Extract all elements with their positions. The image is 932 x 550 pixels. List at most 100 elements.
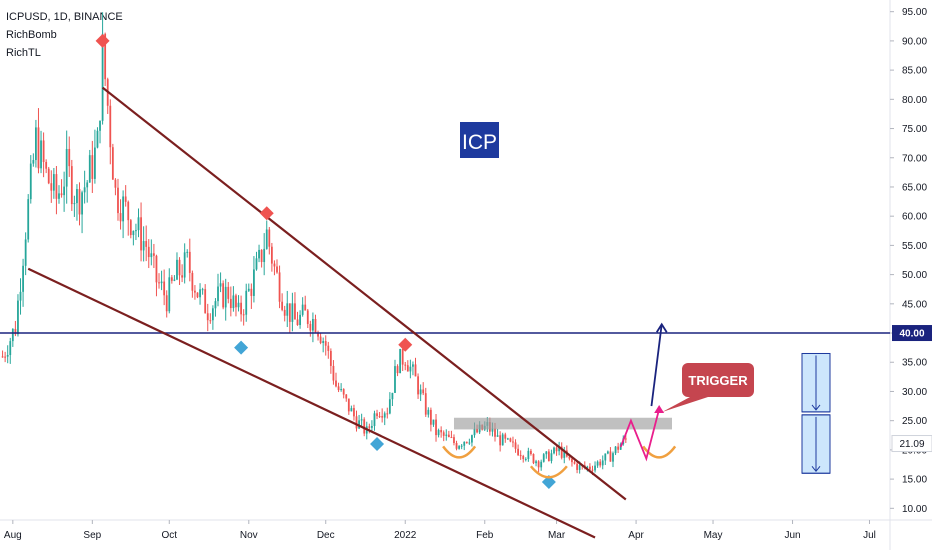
price-marker-40[interactable]: [892, 325, 932, 342]
candle-body: [201, 289, 204, 291]
candle-body: [37, 127, 40, 169]
candle-body: [522, 455, 525, 460]
candle-body: [578, 465, 581, 470]
candle-body: [414, 364, 417, 377]
candle-body: [296, 319, 299, 326]
chart-legend: ICPUSD, 1D, BINANCE RichBomb RichTL: [6, 8, 123, 62]
candle-body: [617, 446, 620, 450]
candle-body: [560, 446, 563, 458]
candle-body: [35, 127, 37, 161]
resistance-zone[interactable]: [453, 417, 672, 430]
candle-body: [209, 320, 212, 322]
candle-body: [314, 319, 317, 333]
candle-body: [294, 303, 296, 320]
candle-body: [224, 286, 227, 308]
lower-trendline[interactable]: [27, 267, 596, 539]
candle-body: [27, 199, 30, 240]
symbol-label[interactable]: ICPUSD, 1D, BINANCE: [6, 11, 123, 23]
current-price-marker[interactable]: [891, 435, 932, 453]
candle-body: [227, 286, 230, 299]
candle-body: [501, 434, 504, 446]
candle-body: [571, 458, 573, 463]
candle-body: [1, 356, 4, 358]
candle-body: [545, 451, 548, 455]
candle-body: [368, 426, 371, 428]
candle-body: [73, 203, 76, 205]
candle-body: [129, 220, 132, 236]
price-tick-label: 45.00: [902, 299, 927, 310]
candle-body: [11, 328, 14, 342]
candle-body: [476, 428, 478, 433]
icp-title-text: ICP: [462, 131, 497, 154]
candle-body: [424, 393, 427, 415]
candle-body: [253, 269, 255, 296]
candle-body: [363, 419, 366, 434]
candle-body: [229, 298, 232, 309]
candle-body: [47, 168, 50, 184]
candle-body: [458, 446, 461, 449]
candle-body: [124, 196, 127, 202]
price-tick-label: 60.00: [902, 212, 927, 223]
candle-body: [576, 463, 578, 470]
candle-body: [19, 291, 22, 301]
candle-body: [460, 445, 463, 447]
price-tick-label: 80.00: [902, 95, 927, 106]
candle-body: [194, 290, 196, 293]
candle-body: [527, 450, 530, 459]
projection-arrowhead: [654, 404, 665, 413]
candle-body: [450, 437, 453, 439]
candle-body: [17, 300, 19, 335]
candle-body: [117, 187, 119, 214]
candle-body: [373, 413, 376, 426]
price-tick-label: 90.00: [902, 36, 927, 47]
candle-body: [586, 466, 589, 468]
candle-body: [342, 389, 345, 395]
candle-body: [604, 453, 607, 461]
candle-body: [258, 249, 260, 259]
candle-body: [353, 408, 355, 417]
icp-title-box[interactable]: [460, 122, 499, 158]
trigger-callout[interactable]: [682, 363, 754, 397]
time-tick-label: Jul: [863, 530, 876, 541]
candle-body: [312, 319, 314, 331]
candle-body: [427, 409, 430, 415]
candle-body: [322, 341, 325, 343]
candle-body: [506, 438, 509, 440]
candle-body: [345, 394, 348, 399]
upper-trendline[interactable]: [101, 86, 627, 501]
candle-body: [111, 147, 114, 180]
candle-body: [394, 366, 396, 393]
candle-body: [99, 120, 101, 131]
candle-body: [417, 376, 419, 395]
candle-body: [186, 251, 189, 253]
red-diamond-marker: [259, 206, 274, 221]
candle-body: [517, 448, 519, 456]
candle-body: [55, 174, 58, 199]
measure-box-lower-arrow: [811, 465, 821, 473]
candle-body: [68, 148, 71, 167]
candle-body: [122, 196, 125, 222]
price-tick-label: 15.00: [902, 475, 927, 486]
candle-body: [199, 289, 201, 298]
candle-body: [376, 413, 378, 417]
candle-body: [52, 174, 55, 191]
candle-body: [158, 282, 160, 284]
candle-body: [63, 186, 66, 196]
indicator-richtl-label[interactable]: RichTL: [6, 47, 41, 59]
indicator-richbomb-label[interactable]: RichBomb: [6, 29, 57, 41]
time-tick-label: Mar: [548, 530, 566, 541]
candle-body: [196, 292, 199, 298]
candle-body: [599, 461, 602, 466]
candle-body: [555, 447, 558, 452]
candle-body: [378, 416, 381, 418]
trigger-callout-text: TRIGGER: [688, 373, 748, 388]
candle-body: [619, 444, 622, 450]
candle-body: [624, 438, 627, 440]
candle-body: [242, 314, 245, 316]
blue-diamond-marker: [234, 340, 249, 355]
candle-body: [235, 295, 237, 308]
candle-body: [524, 458, 527, 460]
candle-body: [306, 310, 309, 324]
candle-body: [594, 465, 596, 471]
